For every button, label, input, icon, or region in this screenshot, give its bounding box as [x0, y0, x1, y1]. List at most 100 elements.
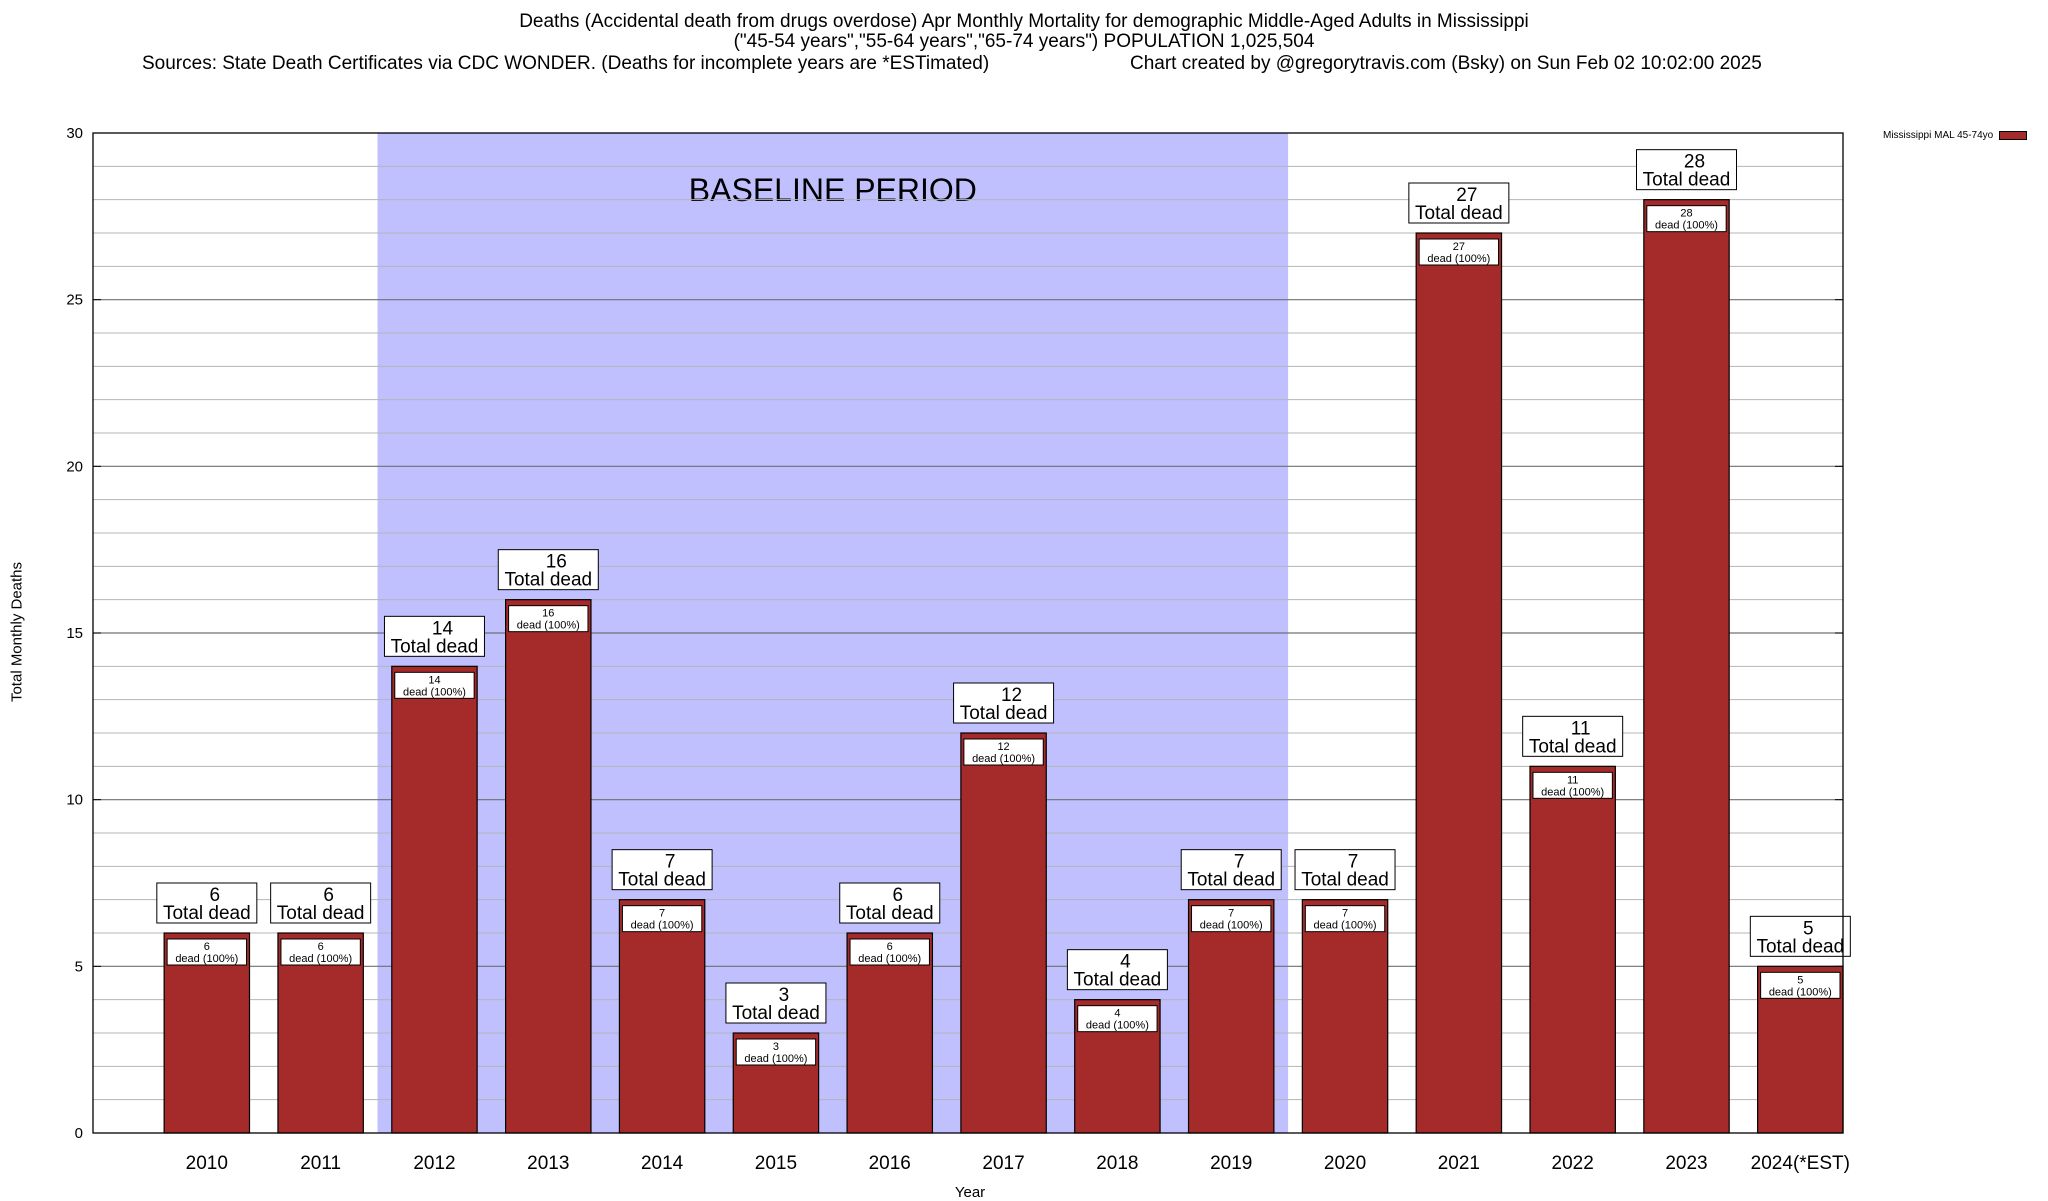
inner-label-box — [508, 605, 589, 633]
top-label-value: 4 — [1120, 952, 1131, 973]
y-tick-label: 5 — [75, 958, 83, 975]
inner-label-value: 7 — [659, 908, 665, 920]
top-label-text: Total dead — [960, 703, 1048, 724]
y-tick-label: 0 — [75, 1125, 83, 1142]
inner-label-value: 6 — [204, 941, 210, 953]
x-tick-label: 2012 — [413, 1153, 455, 1174]
inner-label-value: 3 — [773, 1041, 779, 1053]
inner-label-box — [963, 738, 1044, 766]
top-label-box — [725, 982, 827, 1024]
top-label-value: 6 — [892, 885, 903, 906]
inner-label-value: 6 — [887, 941, 893, 953]
inner-label-value: 12 — [997, 741, 1009, 753]
top-label-text: Total dead — [1756, 936, 1844, 957]
top-label-text: Total dead — [1187, 870, 1275, 891]
top-label-value: 7 — [1234, 852, 1245, 873]
top-label-box — [1408, 182, 1510, 224]
x-tick-label: 2021 — [1438, 1153, 1480, 1174]
x-tick-label: 2020 — [1324, 1153, 1366, 1174]
x-axis-label: Year — [954, 1184, 986, 1201]
top-label-box — [1180, 849, 1282, 891]
inner-label-box — [166, 938, 248, 966]
inner-label-text: dead (100%) — [1769, 986, 1832, 998]
top-label-text: Total dead — [618, 870, 706, 891]
x-tick-label: 2013 — [527, 1153, 569, 1174]
top-label-value: 7 — [665, 852, 676, 873]
x-tick-label: 2017 — [982, 1153, 1024, 1174]
top-label-text: Total dead — [504, 570, 592, 591]
inner-label-text: dead (100%) — [175, 953, 238, 965]
inner-label-text: dead (100%) — [403, 686, 466, 698]
inner-label-value: 16 — [542, 608, 554, 620]
bar-2022 — [1529, 765, 1616, 1134]
y-tick-label: 10 — [66, 792, 83, 809]
top-label-box — [383, 615, 485, 657]
inner-label-value: 28 — [1680, 208, 1692, 220]
x-tick-label: 2014 — [641, 1153, 684, 1174]
inner-label-text: dead (100%) — [1655, 220, 1718, 232]
inner-label-box — [1191, 905, 1272, 933]
top-label-text: Total dead — [391, 636, 479, 657]
x-tick-label: 2024(*EST) — [1751, 1153, 1850, 1174]
y-tick-label: 30 — [66, 125, 83, 142]
inner-label-text: dead (100%) — [631, 920, 694, 932]
y-tick-label: 25 — [66, 292, 83, 309]
top-label-value: 3 — [779, 985, 790, 1006]
inner-label-value: 7 — [1342, 908, 1348, 920]
x-tick-label: 2018 — [1096, 1153, 1138, 1174]
x-tick-label: 2022 — [1552, 1153, 1594, 1174]
top-label-text: Total dead — [846, 903, 934, 924]
inner-label-text: dead (100%) — [1427, 253, 1490, 265]
top-label-value: 5 — [1803, 918, 1814, 939]
top-label-text: Total dead — [732, 1003, 820, 1024]
inner-label-text: dead (100%) — [1314, 920, 1377, 932]
inner-label-value: 14 — [428, 674, 440, 686]
top-label-text: Total dead — [1074, 970, 1162, 991]
top-label-box — [1066, 949, 1168, 991]
top-label-value: 16 — [546, 552, 567, 573]
legend: Mississippi MAL 45-74yo — [1883, 130, 2028, 141]
inner-label-box — [394, 671, 475, 699]
top-label-value: 6 — [323, 885, 334, 906]
x-tick-label: 2019 — [1210, 1153, 1252, 1174]
y-axis-label: Total Monthly Deaths — [8, 561, 26, 703]
x-tick-label: 2010 — [186, 1153, 228, 1174]
inner-label-box — [1418, 238, 1500, 266]
inner-label-value: 6 — [318, 941, 324, 953]
legend-label: Mississippi MAL 45-74yo — [1883, 130, 1994, 141]
top-label-value: 7 — [1348, 852, 1359, 873]
top-label-box — [156, 882, 258, 924]
title-line-2: ("45-54 years","55-64 years","65-74 year… — [733, 31, 1315, 52]
inner-label-value: 27 — [1453, 241, 1465, 253]
top-label-value: 28 — [1684, 152, 1705, 173]
x-tick-label: 2011 — [300, 1153, 341, 1174]
top-label-box — [1749, 915, 1851, 957]
top-label-value: 11 — [1571, 718, 1591, 739]
top-label-text: Total dead — [1529, 736, 1617, 757]
inner-label-box — [1760, 971, 1841, 999]
top-label-text: Total dead — [1301, 870, 1389, 891]
x-tick-label: 2016 — [869, 1153, 911, 1174]
top-label-text: Total dead — [1643, 170, 1731, 191]
title-line-3-credit: Chart created by @gregorytravis.com (Bsk… — [1130, 53, 1762, 74]
top-label-box — [1294, 849, 1396, 891]
bar-2013 — [505, 599, 592, 1134]
bar-2017 — [960, 732, 1047, 1134]
bar-2019 — [1187, 899, 1275, 1134]
bar-2016 — [846, 932, 934, 1134]
title-line-3-sources: Sources: State Death Certificates via CD… — [142, 53, 990, 74]
top-label-value: 27 — [1456, 185, 1477, 206]
plot-frame — [92, 132, 1844, 1134]
top-label-box — [1635, 149, 1737, 191]
inner-label-text: dead (100%) — [1200, 920, 1263, 932]
legend-swatch — [1999, 131, 2028, 140]
x-tick-label: 2023 — [1665, 1153, 1707, 1174]
inner-label-box — [849, 938, 930, 966]
bar-2023 — [1643, 199, 1730, 1134]
bar-2012 — [391, 665, 478, 1134]
inner-label-value: 7 — [1228, 908, 1234, 920]
inner-label-box — [1646, 205, 1727, 233]
inner-label-text: dead (100%) — [1541, 786, 1604, 798]
bar-2020 — [1301, 899, 1389, 1134]
